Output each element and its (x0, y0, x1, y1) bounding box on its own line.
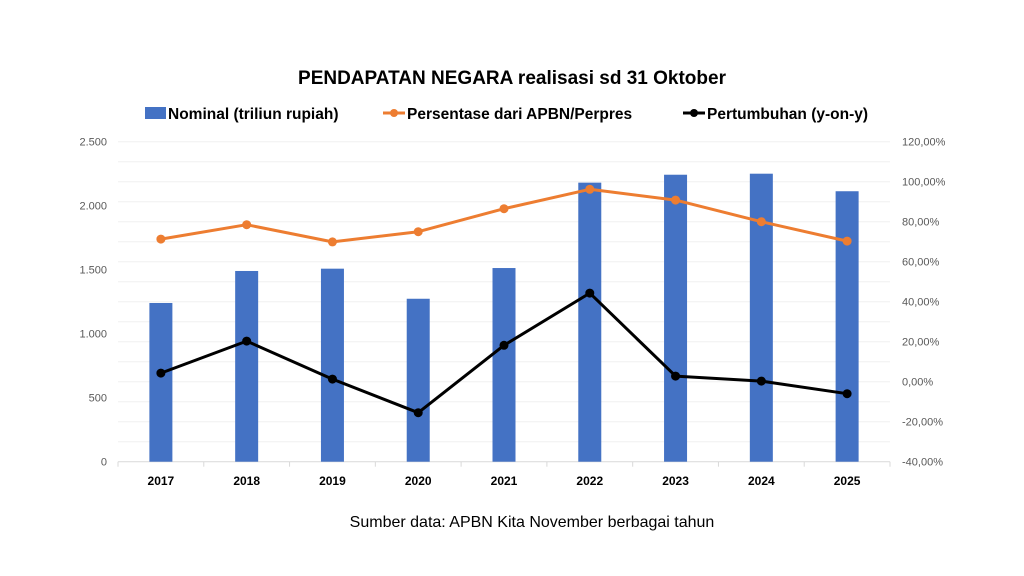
bar-2025 (835, 191, 859, 462)
right-tick-label: -40,00% (902, 457, 943, 469)
point-series-2-2023 (671, 371, 681, 381)
point-series-2-2025 (842, 389, 852, 399)
x-tick-label: 2025 (834, 474, 861, 488)
right-tick-label: 40,00% (902, 297, 940, 309)
right-tick-label: 0,00% (902, 377, 933, 389)
left-tick-label: 2.500 (79, 137, 107, 149)
left-tick-label: 1.500 (79, 265, 107, 277)
x-tick-label: 2024 (748, 474, 775, 488)
point-series-2-2020 (413, 408, 423, 418)
point-series-1-2020 (413, 227, 423, 237)
bar-2018 (235, 270, 259, 462)
right-tick-label: 80,00% (902, 217, 940, 229)
point-series-1-2017 (156, 234, 166, 244)
point-series-1-2019 (327, 237, 337, 247)
point-series-2-2018 (242, 336, 252, 346)
point-series-1-2018 (242, 220, 252, 230)
legend: Nominal (triliun rupiah) Persentase dari… (145, 106, 868, 123)
bar-2023 (664, 174, 688, 462)
x-tick-label: 2023 (662, 474, 689, 488)
right-tick-label: 60,00% (902, 257, 940, 269)
x-axis-ticks: 2017 2018 2019 2020 2021 2022 2023 2024 2025 (148, 474, 861, 488)
source-note: Sumber data: APBN Kita November berbagai… (350, 514, 715, 531)
point-series-2-2024 (756, 376, 766, 386)
point-series-1-2021 (499, 204, 509, 214)
x-tick-label: 2021 (491, 474, 518, 488)
bar-2019 (320, 268, 344, 462)
right-tick-label: 20,00% (902, 337, 940, 349)
right-tick-label: -20,00% (902, 417, 943, 429)
legend-marker-persentase (390, 109, 398, 117)
line-series-1 (160, 187, 848, 244)
point-series-2-2022 (585, 288, 595, 298)
lines (156, 184, 852, 418)
x-tick-label: 2019 (319, 474, 346, 488)
x-tick-label: 2020 (405, 474, 432, 488)
point-series-1-2023 (671, 195, 681, 205)
x-tick-label: 2018 (233, 474, 260, 488)
bar-2022 (578, 182, 602, 462)
point-series-1-2022 (585, 184, 595, 194)
right-tick-label: 120,00% (902, 137, 946, 149)
point-series-1-2024 (756, 217, 766, 227)
legend-label-pertumbuhan: Pertumbuhan (y-on-y) (707, 106, 868, 123)
bar-2020 (406, 298, 430, 462)
point-series-2-2017 (156, 368, 166, 378)
x-tick-label: 2017 (148, 474, 175, 488)
chart-title: PENDAPATAN NEGARA realisasi sd 31 Oktobe… (298, 68, 727, 89)
bars (149, 173, 859, 462)
legend-label-nominal: Nominal (triliun rupiah) (168, 106, 339, 123)
point-series-2-2021 (499, 340, 509, 350)
left-tick-label: 500 (89, 393, 107, 405)
point-series-1-2025 (842, 236, 852, 246)
legend-swatch-nominal (145, 107, 166, 119)
legend-marker-pertumbuhan (690, 109, 698, 117)
bar-2024 (749, 173, 773, 462)
left-tick-label: 1.000 (79, 329, 107, 341)
bar-2017 (149, 302, 173, 462)
x-tick-label: 2022 (576, 474, 603, 488)
point-series-2-2019 (327, 374, 337, 384)
right-tick-label: 100,00% (902, 177, 946, 189)
legend-label-persentase: Persentase dari APBN/Perpres (407, 106, 632, 123)
right-axis-ticks: -40,00% -20,00% 0,00% 20,00% 40,00% 60,00% 80,… (902, 137, 946, 469)
left-axis-ticks: 0 500 1.000 1.500 2.000 2.500 (79, 137, 107, 469)
left-tick-label: 2.000 (79, 201, 107, 213)
bar-2021 (492, 268, 516, 462)
left-tick-label: 0 (101, 457, 107, 469)
